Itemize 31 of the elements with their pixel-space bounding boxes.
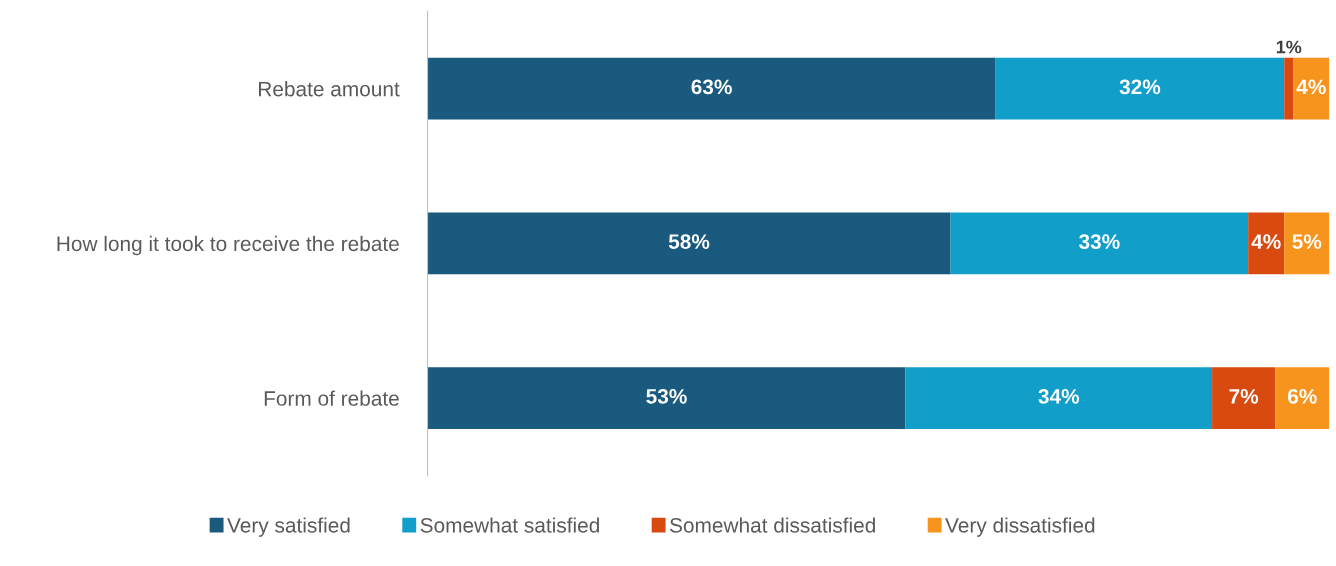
bar [1284, 57, 1294, 120]
data-label: 7% [1229, 388, 1259, 404]
data-label: 4% [1296, 79, 1326, 95]
data-label: 33% [1078, 234, 1120, 249]
bar [427, 212, 951, 275]
data-label: 63% [691, 79, 732, 95]
data-label: 6% [1287, 388, 1317, 404]
bar [995, 57, 1285, 120]
data-label: 1% [1276, 40, 1302, 54]
legend-label: Somewhat satisfied [420, 517, 599, 533]
bar [905, 367, 1213, 430]
data-label: 53% [646, 388, 687, 404]
data-label: 5% [1292, 234, 1322, 249]
data-label: 32% [1119, 79, 1161, 95]
bar [427, 367, 906, 430]
bar [950, 212, 1249, 275]
y-tick-label: How long it took to receive the rebate [57, 235, 399, 256]
bar [1275, 367, 1330, 430]
bar [1284, 212, 1330, 275]
legend-label: Very satisfied [227, 517, 350, 537]
data-label: 34% [1038, 388, 1080, 404]
bar [1212, 367, 1276, 430]
bar [427, 57, 996, 120]
y-tick-label: Rebate amount [259, 81, 400, 97]
legend-label: Somewhat dissatisfied [669, 517, 875, 533]
legend-label: Very dissatisfied [945, 517, 1095, 537]
data-label: 58% [668, 234, 710, 249]
y-tick-label: Form of rebate [264, 390, 399, 406]
bar [1248, 212, 1285, 275]
data-label: 4% [1251, 234, 1281, 249]
bar [1293, 57, 1330, 120]
